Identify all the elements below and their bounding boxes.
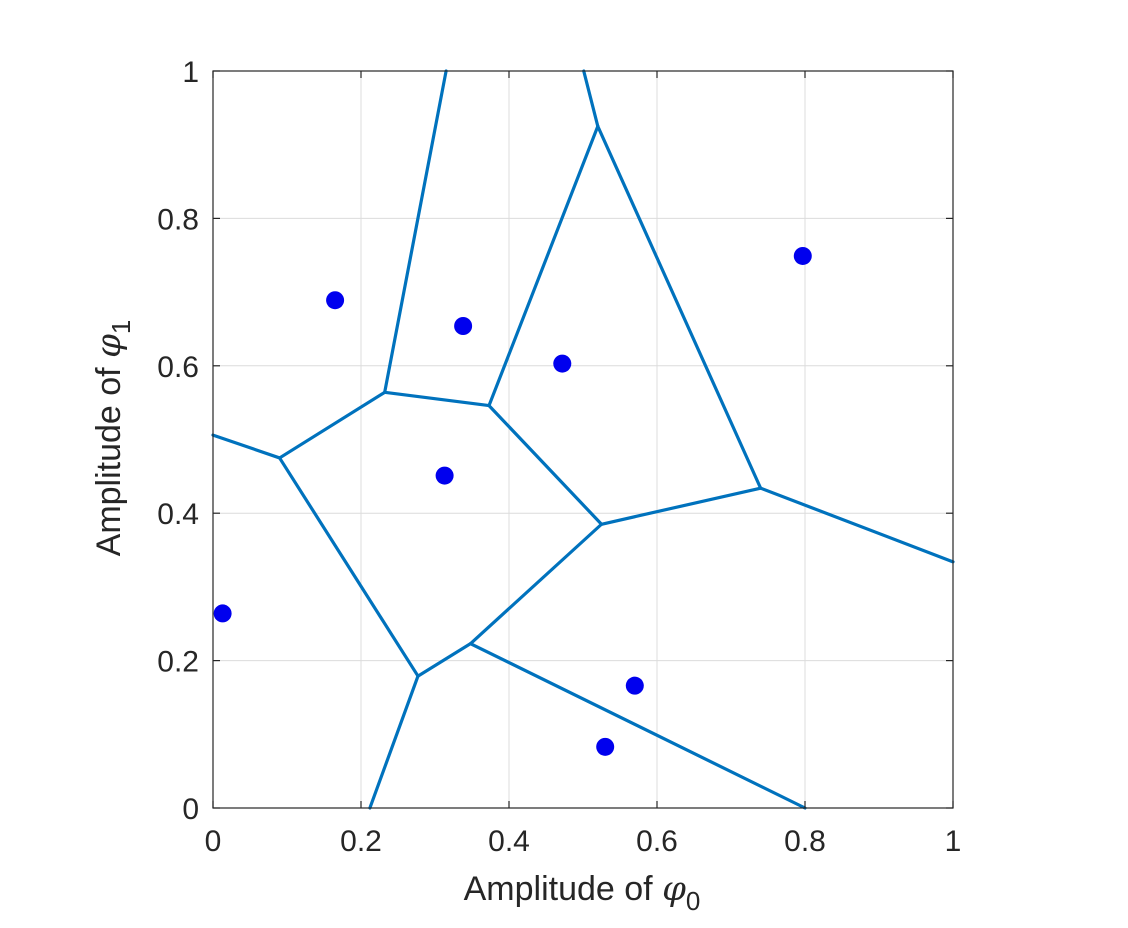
- voronoi-edge-10: [468, 642, 807, 810]
- voronoi-edge-11: [383, 69, 448, 394]
- voronoi-edge-7: [416, 642, 473, 678]
- y-tick-label-5: 1: [182, 56, 199, 89]
- y-axis-label-subscript: 1: [106, 320, 136, 334]
- data-point-4: [553, 354, 572, 373]
- data-point-7: [793, 246, 812, 265]
- y-tick-label-1: 0.2: [157, 646, 199, 679]
- x-tick-label-0: 0: [205, 825, 222, 858]
- x-tick-label-3: 0.6: [636, 825, 678, 858]
- y-tick-label-2: 0.4: [157, 498, 199, 531]
- voronoi-edge-1: [278, 390, 387, 460]
- voronoi-edge-9: [368, 674, 420, 810]
- data-points: [213, 246, 812, 756]
- x-tick-labels: 0 0.2 0.4 0.6 0.8 1: [205, 825, 962, 858]
- voronoi-edges: [211, 69, 955, 810]
- x-axis-label: Amplitude of φ0: [464, 869, 701, 916]
- y-axis-label-prefix: Amplitude of: [90, 358, 128, 556]
- data-point-5: [596, 737, 615, 756]
- x-axis-label-subscript: 0: [686, 886, 700, 916]
- data-point-0: [213, 604, 232, 623]
- voronoi-edge-8: [468, 522, 604, 646]
- y-tick-label-4: 0.8: [157, 203, 199, 236]
- voronoi-edge-0: [211, 433, 282, 460]
- x-tick-label-4: 0.8: [784, 825, 826, 858]
- voronoi-edge-4: [599, 486, 763, 526]
- voronoi-edge-2: [383, 390, 491, 408]
- x-tick-label-5: 1: [945, 825, 962, 858]
- y-tick-label-3: 0.6: [157, 351, 199, 384]
- y-tick-labels: 0 0.2 0.4 0.6 0.8 1: [157, 56, 199, 826]
- data-point-3: [454, 317, 473, 336]
- data-point-1: [326, 291, 345, 310]
- voronoi-edge-3: [487, 403, 604, 526]
- voronoi-edge-5: [758, 486, 955, 564]
- grid-lines: [213, 71, 953, 808]
- data-point-6: [625, 676, 644, 695]
- data-point-2: [435, 466, 454, 485]
- voronoi-edge-14: [596, 124, 763, 490]
- x-tick-label-2: 0.4: [488, 825, 530, 858]
- voronoi-edge-12: [487, 124, 600, 408]
- voronoi-edge-13: [582, 69, 600, 128]
- tick-marks: [212, 70, 954, 809]
- voronoi-edge-6: [278, 456, 420, 678]
- y-axis-label-symbol: φ: [89, 334, 129, 358]
- y-axis-label: Amplitude of φ1: [89, 320, 136, 557]
- y-tick-label-0: 0: [182, 793, 199, 826]
- x-tick-label-1: 0.2: [340, 825, 382, 858]
- x-axis-label-prefix: Amplitude of: [464, 870, 662, 908]
- axes-box: [212, 70, 954, 809]
- x-axis-label-symbol: φ: [662, 869, 686, 909]
